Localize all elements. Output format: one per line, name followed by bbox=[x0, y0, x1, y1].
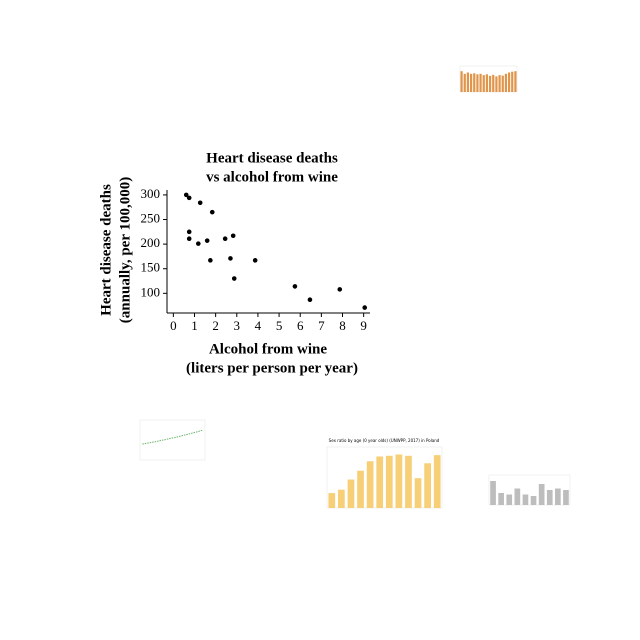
thumb-frame bbox=[488, 474, 571, 506]
bar bbox=[498, 75, 501, 92]
point bbox=[228, 256, 233, 261]
point bbox=[362, 305, 368, 310]
x-tick-label: 2 bbox=[212, 318, 219, 333]
bar bbox=[495, 76, 498, 92]
bar bbox=[473, 73, 476, 92]
bar bbox=[555, 488, 561, 505]
point bbox=[186, 236, 192, 242]
y-tick-label: 150 bbox=[141, 260, 161, 275]
bar bbox=[546, 490, 553, 505]
bar bbox=[492, 74, 495, 92]
thumb-frame bbox=[139, 419, 206, 461]
bar bbox=[376, 456, 384, 508]
bar bbox=[479, 73, 482, 92]
line bbox=[142, 429, 203, 445]
x-tick-label: 0 bbox=[170, 318, 177, 333]
x-tick-label: 3 bbox=[234, 318, 241, 333]
bar bbox=[563, 490, 569, 505]
x-tick-label: 1 bbox=[191, 318, 198, 333]
bar bbox=[466, 72, 470, 92]
x-tick-label: 5 bbox=[276, 318, 283, 333]
y-axis-label: (annually, per 100,000) bbox=[117, 177, 133, 323]
y-tick-label: 200 bbox=[141, 235, 161, 250]
point bbox=[186, 229, 192, 235]
x-tick-label: 8 bbox=[339, 318, 346, 333]
bar bbox=[511, 71, 514, 92]
chart-title: Heart disease deaths bbox=[206, 150, 338, 166]
point bbox=[209, 209, 215, 215]
bar bbox=[395, 454, 403, 508]
bar bbox=[506, 494, 513, 505]
bar bbox=[433, 455, 441, 508]
bar bbox=[338, 489, 345, 508]
point bbox=[230, 233, 236, 239]
bar bbox=[347, 479, 355, 508]
point bbox=[208, 258, 213, 263]
bar bbox=[357, 470, 364, 508]
x-axis-label: Alcohol from wine bbox=[209, 341, 327, 357]
chart-title: vs alcohol from wine bbox=[206, 169, 338, 185]
bar bbox=[490, 481, 496, 505]
bar bbox=[366, 461, 374, 508]
point bbox=[197, 200, 203, 206]
x-tick-label: 9 bbox=[360, 318, 367, 333]
bar bbox=[514, 488, 521, 505]
y-axis-label: Heart disease deaths bbox=[98, 184, 114, 316]
point bbox=[292, 284, 298, 289]
bar bbox=[385, 455, 393, 508]
point bbox=[307, 297, 313, 303]
bar bbox=[405, 455, 412, 508]
bar bbox=[514, 71, 517, 92]
x-tick-label: 6 bbox=[297, 318, 304, 333]
point bbox=[222, 236, 228, 242]
bar bbox=[476, 74, 479, 92]
point bbox=[204, 238, 210, 243]
y-tick-label: 250 bbox=[141, 211, 161, 226]
bar bbox=[328, 493, 336, 508]
point bbox=[195, 241, 201, 246]
bar bbox=[424, 463, 431, 508]
bar bbox=[507, 72, 511, 92]
bar bbox=[530, 496, 537, 505]
point bbox=[186, 195, 192, 201]
bar bbox=[482, 75, 485, 92]
thumb-title: Sex ratio by age (0 year olds) (UNWPP, 2… bbox=[329, 438, 440, 443]
bar bbox=[488, 75, 492, 92]
bar bbox=[485, 74, 489, 92]
bar bbox=[463, 73, 466, 92]
bar bbox=[460, 71, 463, 92]
bar bbox=[498, 493, 504, 505]
thumb-frame bbox=[326, 446, 443, 509]
point bbox=[183, 192, 189, 198]
y-tick-label: 300 bbox=[141, 186, 161, 201]
x-axis-label: (liters per person per year) bbox=[186, 360, 358, 376]
bar bbox=[414, 478, 422, 508]
bar bbox=[522, 494, 529, 505]
y-tick-label: 100 bbox=[141, 284, 161, 299]
bar bbox=[469, 73, 473, 92]
point bbox=[252, 258, 258, 263]
x-tick-label: 7 bbox=[318, 318, 325, 333]
point bbox=[231, 276, 237, 281]
bar bbox=[501, 75, 504, 92]
bar bbox=[538, 484, 545, 505]
thumb-frame bbox=[459, 65, 518, 93]
bar bbox=[504, 73, 508, 92]
x-tick-label: 4 bbox=[255, 318, 262, 333]
point bbox=[337, 287, 343, 292]
